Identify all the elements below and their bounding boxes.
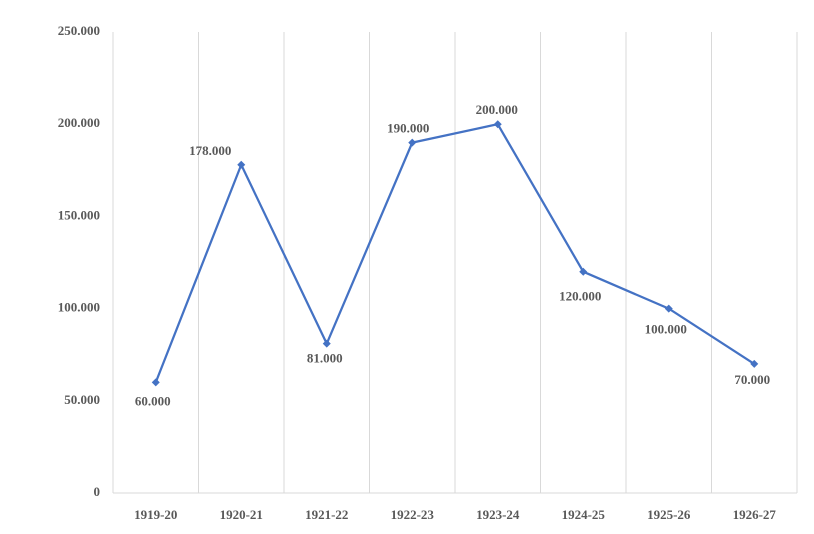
data-label: 190.000 — [387, 121, 429, 136]
y-tick-label: 0 — [94, 484, 101, 499]
point-marker — [493, 120, 502, 129]
data-label: 100.000 — [645, 322, 687, 337]
data-label: 178.000 — [189, 143, 231, 158]
x-tick-label: 1923-24 — [476, 507, 520, 522]
x-tick-label: 1920-21 — [220, 507, 263, 522]
point-marker — [151, 378, 160, 387]
x-tick-label: 1926-27 — [733, 507, 777, 522]
x-tick-label: 1925-26 — [647, 507, 691, 522]
point-marker — [750, 359, 759, 368]
y-tick-label: 250.000 — [58, 23, 100, 38]
point-marker — [664, 304, 673, 313]
x-tick-label: 1924-25 — [562, 507, 606, 522]
point-marker — [322, 339, 331, 348]
y-tick-label: 150.000 — [58, 207, 100, 222]
data-label: 200.000 — [476, 102, 518, 117]
data-label: 70.000 — [734, 372, 770, 387]
point-marker — [408, 138, 417, 147]
data-label: 81.000 — [307, 351, 343, 366]
data-label: 60.000 — [135, 393, 171, 408]
y-tick-label: 100.000 — [58, 300, 100, 315]
y-tick-label: 50.000 — [64, 392, 100, 407]
point-marker — [237, 160, 246, 169]
data-label: 120.000 — [559, 289, 601, 304]
y-tick-label: 200.000 — [58, 115, 100, 130]
series-line — [154, 122, 755, 383]
x-tick-label: 1921-22 — [305, 507, 348, 522]
x-tick-label: 1922-23 — [391, 507, 435, 522]
point-marker — [579, 267, 588, 276]
x-tick-label: 1919-20 — [134, 507, 177, 522]
